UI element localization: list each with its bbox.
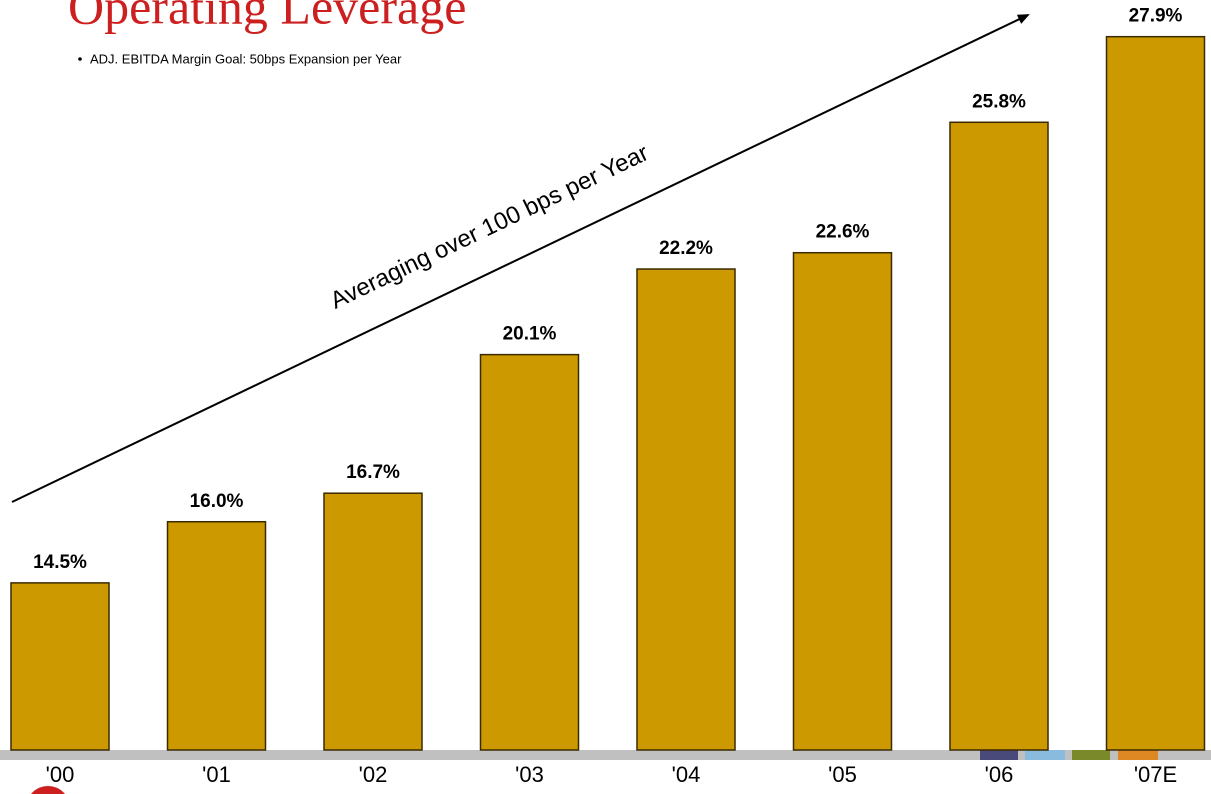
x-tick-label: '01: [202, 762, 231, 787]
x-tick-label: '02: [359, 762, 388, 787]
decoration: [1025, 750, 1065, 760]
x-tick-label: '03: [515, 762, 544, 787]
decoration: [980, 750, 1018, 760]
trend-arrow: [11, 14, 1030, 503]
x-tick-label: '06: [985, 762, 1014, 787]
bar: [1105, 35, 1206, 751]
value-label: 25.8%: [972, 91, 1026, 112]
annotation: Averaging over 100 bps per Year: [326, 139, 653, 314]
value-label: 22.2%: [659, 238, 713, 259]
bar: [323, 492, 423, 751]
x-tick-label: '07E: [1134, 762, 1177, 787]
value-label: 16.7%: [346, 462, 400, 483]
chart-title: Operating Leverage: [68, 0, 466, 34]
x-tick-label: '04: [672, 762, 701, 787]
value-label: 16.0%: [190, 491, 244, 512]
x-tick-label: '00: [46, 762, 75, 787]
bar: [166, 520, 267, 751]
value-label: 14.5%: [33, 552, 87, 573]
value-label: 22.6%: [816, 222, 870, 243]
value-label: 27.9%: [1129, 6, 1183, 27]
decoration: [1072, 750, 1110, 760]
bar: [792, 251, 893, 751]
x-tick-label: '05: [828, 762, 857, 787]
bullet: [78, 57, 82, 61]
baseline: [0, 750, 1211, 760]
value-label: 20.1%: [503, 324, 557, 345]
bar: [479, 353, 580, 751]
bar: [636, 268, 736, 751]
bar: [10, 582, 110, 751]
logo: [31, 786, 65, 794]
bar: [949, 121, 1049, 751]
subtitle: ADJ. EBITDA Margin Goal: 50bps Expansion…: [90, 51, 402, 66]
decoration: [1118, 750, 1158, 760]
